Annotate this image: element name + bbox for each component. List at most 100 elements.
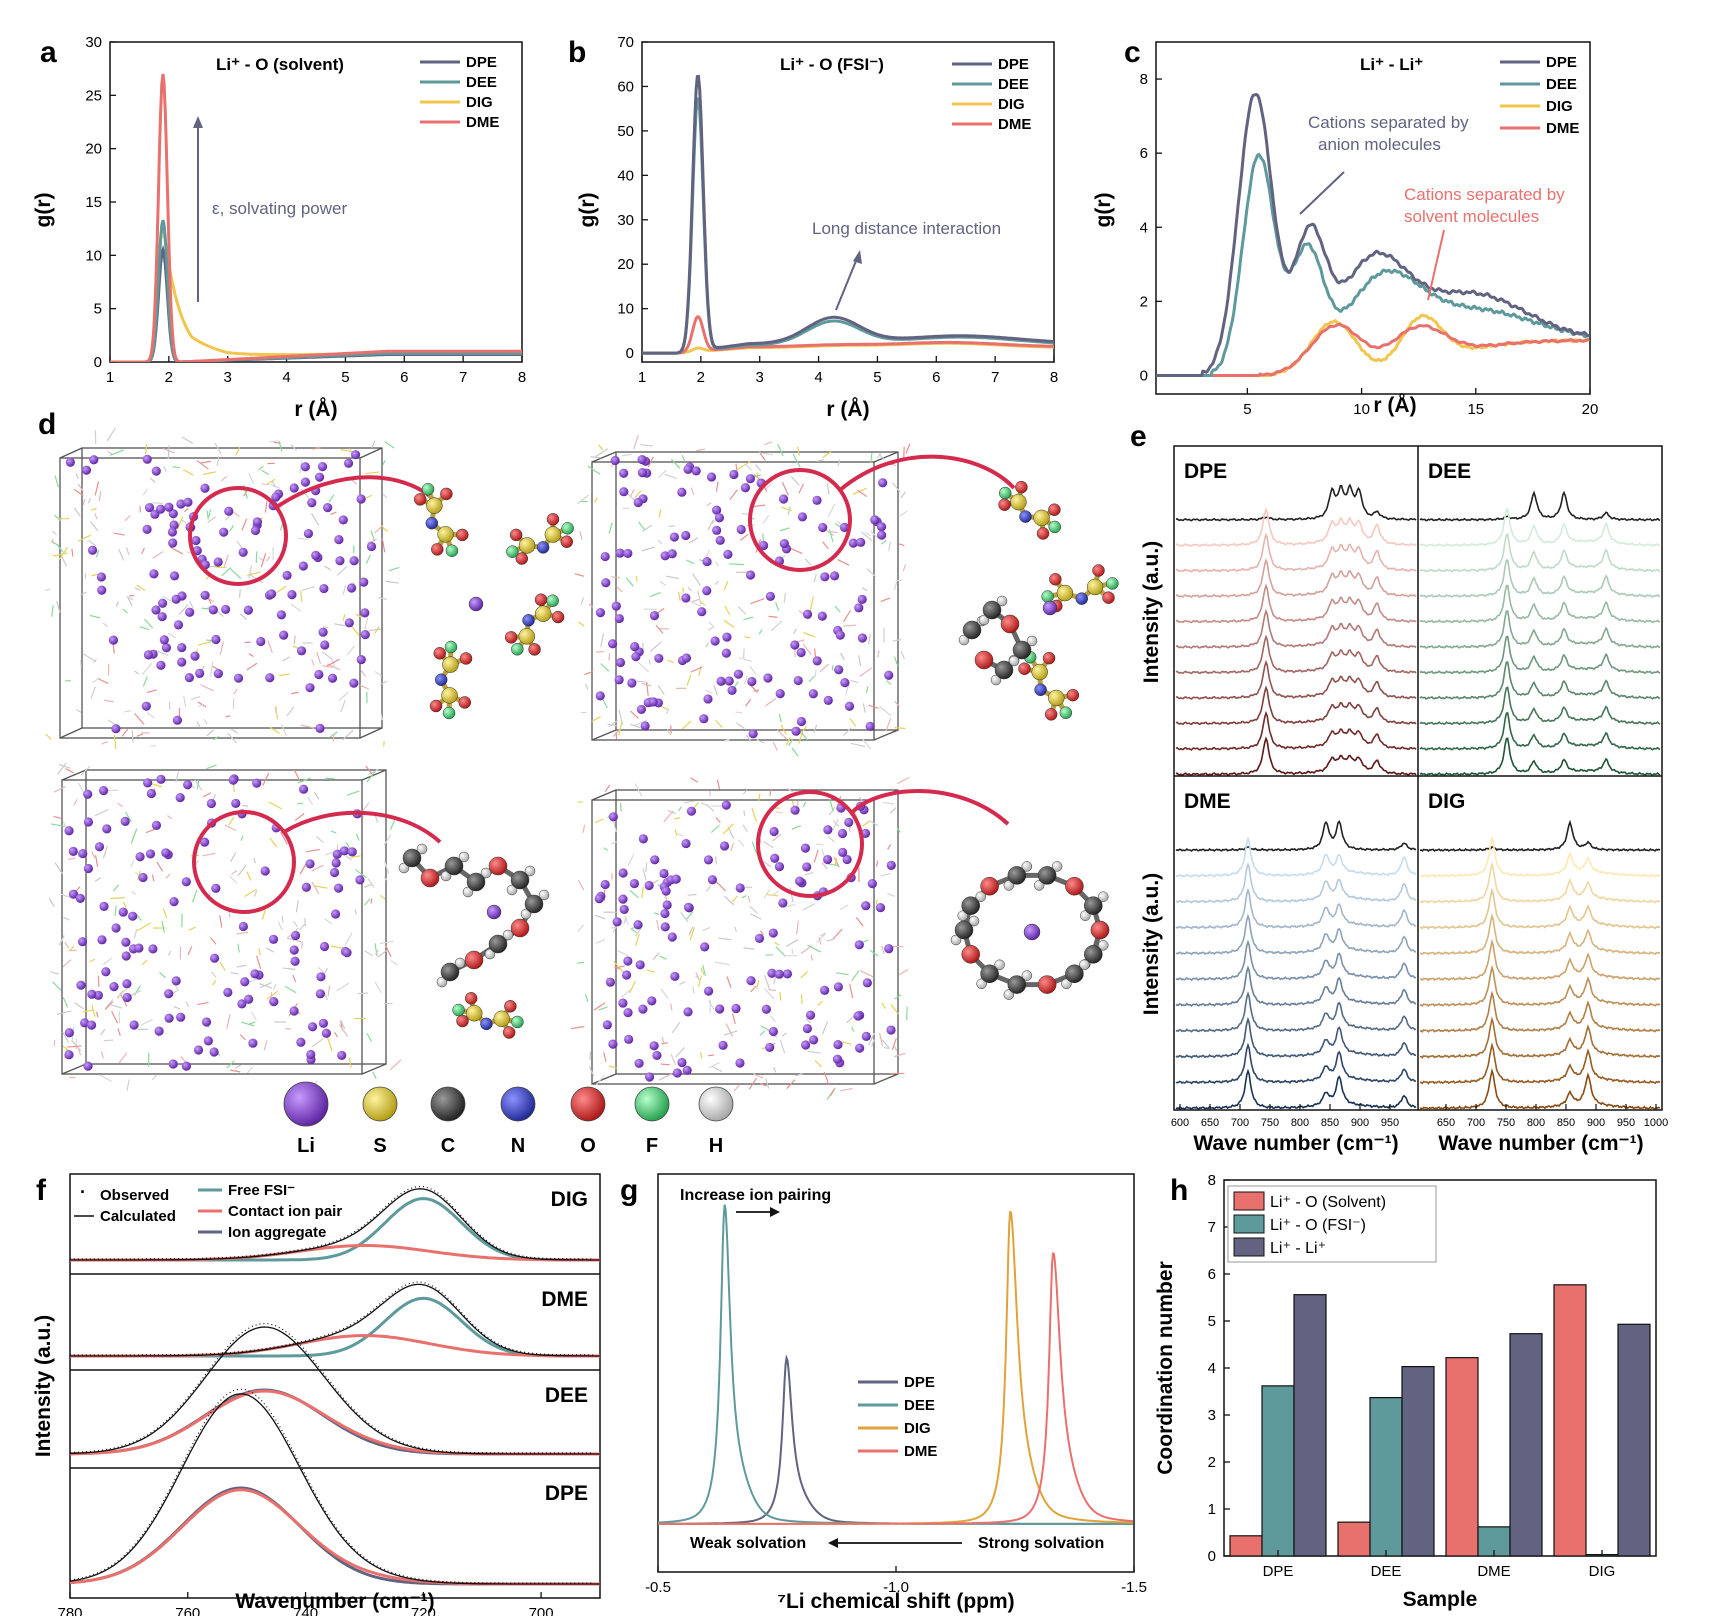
molecule-stick — [666, 708, 670, 715]
raman-spectrum-dme — [1175, 1068, 1417, 1111]
li-atom — [735, 883, 745, 893]
annotation-weak-solvation: Weak solvation — [690, 1535, 806, 1552]
li-atom — [638, 834, 648, 844]
molecule-stick — [759, 838, 762, 845]
li-atom — [654, 653, 664, 663]
molecule-stick — [850, 679, 859, 684]
nitrogen-atom — [536, 541, 550, 554]
oxygen-atom — [1092, 564, 1105, 577]
box-back — [615, 451, 899, 731]
li-atom — [120, 816, 130, 826]
fluorine-atom — [1059, 706, 1073, 720]
molecule-stick — [756, 979, 760, 989]
oxygen-atom — [980, 876, 999, 896]
molecule-stick — [729, 563, 745, 566]
molecule-stick — [705, 642, 710, 648]
molecule-stick — [666, 729, 672, 735]
li-atom — [677, 1057, 687, 1068]
oxygen-atom — [560, 535, 574, 548]
molecule-stick — [56, 600, 61, 613]
sulfur-atom — [544, 526, 562, 543]
molecule-stick — [280, 831, 288, 845]
x-tick-label-g: -1.5 — [1121, 1579, 1147, 1596]
li-atom — [612, 917, 622, 927]
bar-dme-s3 — [1509, 1333, 1543, 1557]
fluorine-atom — [452, 1003, 465, 1017]
molecule-stick — [241, 518, 248, 531]
li-atom — [637, 468, 647, 478]
molecule-stick — [91, 573, 99, 577]
molecule-stick — [330, 658, 337, 669]
plot-frame-b — [641, 41, 1055, 363]
molecule-stick — [371, 440, 376, 449]
raman-spectrum-dpe — [1175, 710, 1417, 751]
li-atom — [316, 972, 326, 982]
molecule-stick — [705, 689, 713, 694]
oxygen-atom — [509, 528, 523, 542]
molecule-stick — [868, 634, 871, 645]
molecule-stick — [799, 730, 808, 741]
li-atom — [87, 545, 98, 555]
li-atom — [208, 605, 218, 615]
molecule-stick — [870, 820, 879, 827]
molecule-stick — [51, 605, 54, 617]
li-atom — [610, 455, 620, 466]
x-tick-label-e-left: 950 — [1381, 1117, 1399, 1129]
x-tick-label-e-right: 650 — [1437, 1117, 1455, 1129]
li-atom — [746, 975, 756, 986]
box-edge — [873, 451, 899, 463]
li-atom — [347, 847, 357, 857]
hydrogen-atom — [957, 910, 968, 921]
molecule-stick — [578, 621, 585, 627]
molecule-stick — [219, 961, 226, 971]
x-tick-label-a: 7 — [459, 369, 467, 386]
molecule-stick — [751, 504, 766, 508]
y-tick-label-c: 6 — [1140, 145, 1148, 162]
molecule-stick — [292, 974, 297, 983]
molecule-stick — [66, 1045, 82, 1048]
li-atom — [168, 509, 178, 519]
li-atom — [722, 632, 732, 642]
carbon-atom — [982, 600, 1002, 620]
molecule-stick — [78, 534, 92, 542]
molecule-stick — [284, 985, 297, 994]
molecule-stick — [126, 1079, 130, 1091]
li-atom — [346, 583, 357, 593]
panel-letter-d: d — [38, 408, 56, 441]
molecule-stick — [91, 851, 96, 859]
box-back — [85, 769, 387, 1065]
molecule-stick — [297, 802, 304, 805]
li-atom — [168, 538, 178, 548]
li-atom — [605, 977, 615, 987]
li-atom — [317, 462, 328, 472]
molecule-stick — [837, 459, 841, 467]
molecule-stick — [366, 1033, 373, 1042]
carbon-atom — [440, 962, 460, 982]
oxygen-atom — [961, 945, 980, 964]
li-atom — [681, 838, 691, 849]
li-atom — [250, 969, 260, 979]
molecule-stick — [151, 874, 155, 882]
li-atom — [636, 704, 647, 715]
molecule-stick — [737, 839, 745, 847]
series-line-b-dpe — [642, 74, 1054, 355]
molecule-stick — [94, 513, 98, 520]
li-atom — [195, 668, 205, 678]
molecule-stick — [374, 814, 379, 823]
li-atom — [269, 997, 279, 1007]
li-atom — [89, 455, 99, 465]
y-tick-label-b: 10 — [617, 301, 634, 318]
molecule-stick — [851, 1026, 855, 1032]
molecule-stick — [145, 444, 148, 455]
li-atom — [731, 1003, 741, 1014]
molecule-stick — [211, 971, 217, 978]
legend-label-observed: Observed — [100, 1187, 169, 1204]
molecule-stick — [668, 525, 676, 528]
raman-spectrum-dee — [1419, 686, 1661, 726]
molecule-stick — [317, 966, 326, 975]
molecule-stick — [229, 875, 237, 884]
panel-letter-b: b — [568, 36, 586, 69]
box-edge — [59, 727, 83, 739]
molecule-stick — [136, 733, 144, 737]
molecule-stick — [231, 870, 238, 875]
